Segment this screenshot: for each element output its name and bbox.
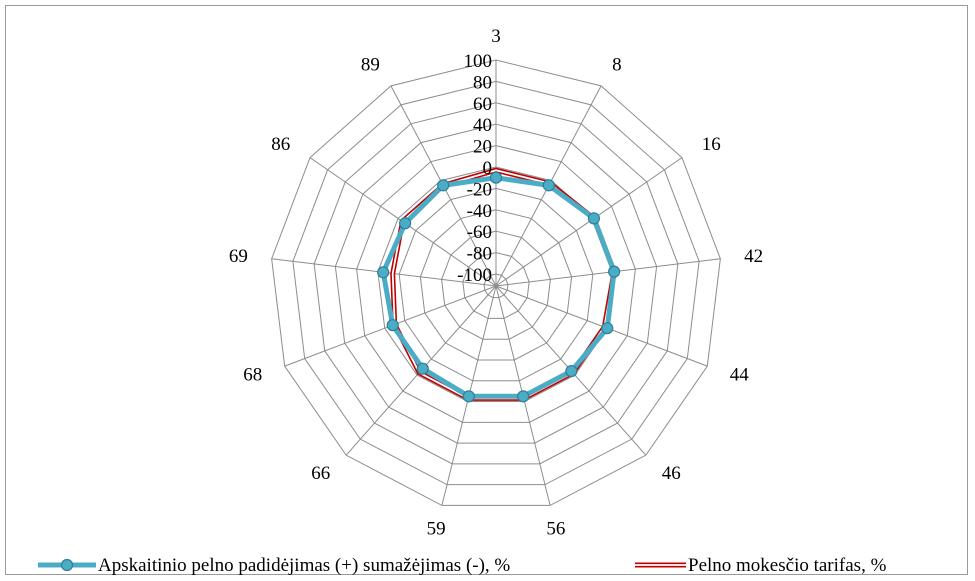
series-marker: [608, 265, 621, 278]
series-line-apskaitinio-pelno: [380, 175, 617, 399]
series-marker: [399, 217, 412, 230]
series-marker: [386, 319, 399, 332]
category-label: 56: [546, 519, 565, 540]
series-marker: [517, 390, 530, 403]
radial-tick-label: -60: [467, 222, 492, 243]
grid-ring: [441, 230, 551, 340]
category-label: 86: [271, 134, 290, 155]
grid-ring: [313, 102, 679, 465]
category-label: 66: [311, 463, 330, 484]
radial-tick-label: -100: [457, 265, 492, 286]
grid-ring: [483, 273, 509, 299]
series-marker: [587, 212, 601, 225]
grid-ring: [356, 145, 636, 423]
legend-swatch-marker: [60, 558, 74, 572]
series-marker: [601, 322, 614, 335]
category-label: 89: [361, 55, 380, 76]
radial-tick-label: -80: [467, 244, 492, 265]
grid-ring: [462, 252, 530, 319]
legend-label: Pelno mokesčio tarifas, %: [688, 555, 887, 576]
grid-ring: [398, 187, 594, 382]
radial-tick-label: 0: [483, 158, 493, 179]
series-layer: [377, 167, 621, 403]
legend-label: Apskaitinio pelno padidėjimas (+) sumažė…: [98, 555, 510, 576]
series-marker: [542, 179, 555, 192]
category-label: 46: [662, 463, 681, 484]
series-marker: [416, 362, 429, 375]
grid-ring: [334, 123, 658, 444]
category-label: 69: [229, 246, 248, 267]
series-marker: [437, 179, 450, 192]
category-label: 3: [491, 26, 501, 47]
grid-ring: [292, 80, 700, 486]
radial-tick-label: -40: [467, 201, 492, 222]
grid-ring: [271, 59, 721, 506]
series-marker: [462, 390, 475, 403]
series-marker: [565, 364, 578, 378]
radial-tick-label: 40: [473, 115, 492, 136]
series-marker: [377, 266, 390, 279]
grid-ring: [419, 209, 573, 361]
category-label: 44: [730, 365, 750, 386]
radial-tick-label: 60: [473, 94, 492, 115]
category-label: 8: [612, 55, 622, 76]
legend: Apskaitinio pelno padidėjimas (+) sumažė…: [38, 555, 887, 576]
category-label: 68: [243, 365, 262, 386]
radial-tick-label: 100: [464, 51, 493, 72]
category-label: 42: [744, 246, 763, 267]
radar-grid: [271, 59, 721, 506]
category-label: 59: [427, 519, 446, 540]
radial-tick-label: 80: [473, 72, 492, 93]
series-marker: [489, 171, 503, 184]
radial-tick-label: 20: [473, 137, 492, 158]
radial-tick-label: -20: [467, 179, 492, 200]
category-label: 16: [702, 134, 721, 155]
